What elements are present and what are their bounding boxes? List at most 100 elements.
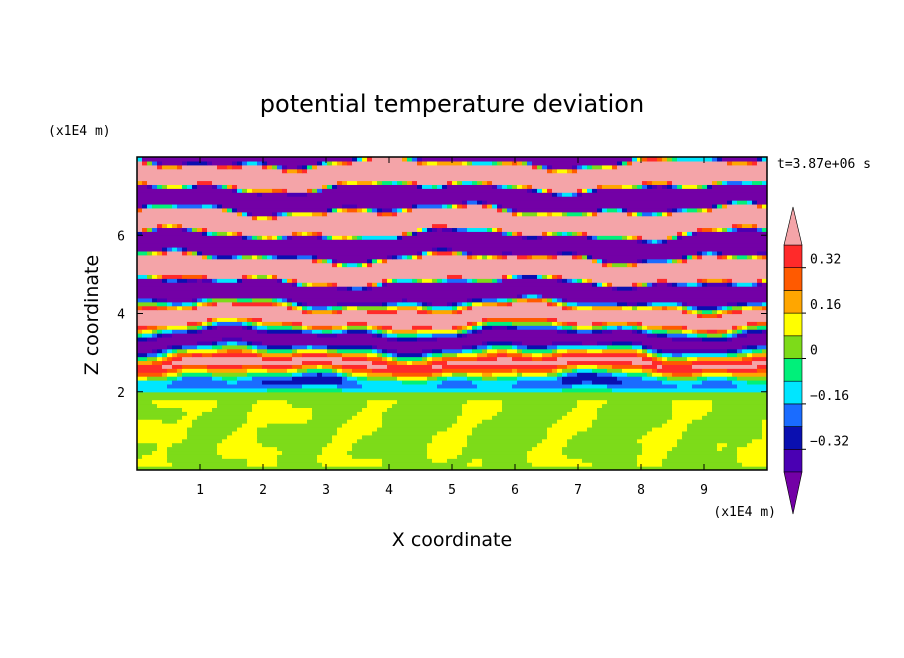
contour-cell (182, 415, 198, 420)
contour-cell (762, 157, 767, 162)
contour-cell (667, 211, 673, 217)
contour-cell (722, 254, 728, 260)
contour-cell (637, 458, 663, 463)
contour-cell (357, 438, 433, 444)
colorbar-swatch (783, 335, 803, 359)
contour-cell (517, 297, 528, 303)
contour-cell (162, 250, 168, 256)
x-tick-label: 3 (322, 483, 330, 498)
contour-cell (347, 262, 358, 268)
contour-cell (597, 415, 673, 420)
contour-cell (497, 411, 568, 416)
contour-cell (337, 160, 343, 166)
contour-cell (637, 462, 663, 467)
contour-cell (577, 301, 618, 307)
contour-cell (422, 184, 433, 189)
contour-cell (172, 223, 178, 229)
contour-cell (267, 235, 273, 240)
contour-cell (377, 426, 448, 432)
contour-cell (742, 309, 767, 315)
contour-cell (517, 368, 553, 373)
contour-cell (387, 360, 398, 365)
contour-cell (587, 235, 593, 240)
contour-cell (532, 160, 618, 166)
contour-cell (157, 164, 163, 170)
contour-cell (722, 180, 728, 185)
contour-cell (462, 250, 468, 256)
contour-cell (577, 329, 593, 334)
contour-cell (562, 368, 573, 373)
contour-cell (497, 227, 503, 232)
contour-cell (382, 411, 463, 416)
contour-cell (562, 278, 568, 283)
contour-cell (752, 438, 767, 444)
contour-cell (752, 282, 758, 287)
contour-cell (307, 309, 313, 315)
contour-cell (342, 207, 348, 213)
contour-cell (157, 333, 163, 338)
contour-cell (622, 325, 633, 330)
contour-cell (417, 157, 423, 162)
contour-cell (497, 376, 518, 381)
contour-cell (667, 180, 673, 185)
contour-cell (147, 325, 158, 330)
contour-cell (647, 372, 653, 377)
contour-cell (447, 426, 473, 432)
contour-field (137, 157, 767, 470)
contour-cell (182, 223, 433, 229)
contour-cell (702, 282, 708, 287)
contour-cell (272, 211, 278, 217)
contour-cell (337, 309, 343, 315)
contour-cell (602, 207, 608, 213)
contour-cell (507, 184, 513, 189)
contour-cell (687, 231, 693, 236)
contour-cell (702, 309, 713, 315)
contour-cell (727, 336, 733, 342)
contour-cell (557, 329, 568, 334)
contour-cell (432, 364, 443, 369)
contour-cell (757, 157, 763, 162)
contour-cell (397, 301, 418, 307)
contour-cell (647, 430, 683, 436)
contour-cell (462, 411, 498, 416)
contour-cell (762, 426, 767, 432)
contour-cell (137, 235, 243, 240)
contour-cell (732, 282, 738, 287)
contour-cell (147, 250, 153, 256)
contour-cell (372, 207, 378, 213)
contour-cell (572, 325, 578, 330)
contour-cell (172, 352, 178, 358)
contour-cell (252, 403, 293, 408)
contour-cell (592, 380, 623, 385)
contour-cell (472, 329, 478, 334)
contour-cell (547, 426, 588, 432)
contour-cell (387, 282, 593, 287)
contour-cell (192, 227, 198, 232)
contour-cell (452, 423, 478, 428)
contour-cell (152, 297, 158, 303)
contour-cell (577, 325, 593, 330)
contour-cell (177, 305, 183, 311)
chart-title: potential temperature deviation (260, 90, 644, 118)
contour-cell (417, 301, 423, 307)
contour-cell (562, 231, 568, 236)
contour-cell (732, 278, 758, 283)
contour-cell (587, 231, 678, 236)
contour-cell (657, 282, 668, 287)
contour-cell (622, 160, 628, 166)
contour-cell (417, 336, 438, 342)
contour-cell (382, 180, 393, 185)
contour-cell (762, 227, 767, 232)
contour-cell (732, 305, 743, 311)
contour-cell (202, 250, 418, 256)
contour-cell (692, 360, 753, 365)
contour-cell (397, 360, 408, 365)
contour-cell (262, 192, 288, 197)
contour-cell (657, 278, 668, 283)
contour-cell (192, 301, 198, 307)
contour-cell (437, 160, 463, 166)
contour-cell (662, 305, 668, 311)
contour-cell (517, 211, 523, 217)
contour-cell (347, 325, 368, 330)
contour-cell (737, 325, 743, 330)
